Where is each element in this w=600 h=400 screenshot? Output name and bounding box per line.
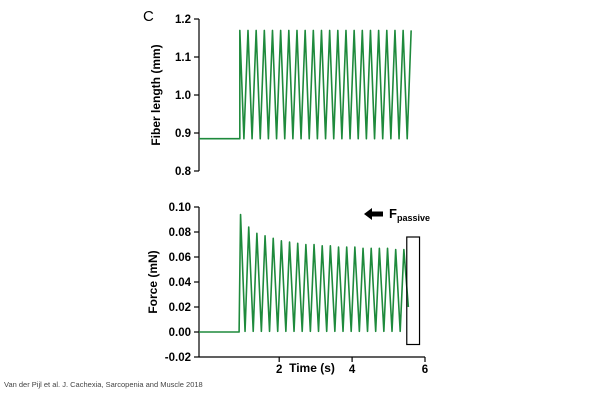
force-chart: -0.02 0.00 0.02 0.04 0.06 0.08 0.10 2 4 6 Force (…: [146, 202, 430, 376]
force-x-tick-label: 4: [349, 364, 356, 376]
citation: Van der Pijl et al. J. Cachexia, Sarcope…: [4, 380, 203, 389]
force-y-tick-label: 0.08: [169, 227, 192, 239]
force-trace: [199, 213, 410, 333]
passive-force-highlight-box: [406, 236, 421, 346]
fiber-length-axes: 0.8 0.9 1.0 1.1 1.2: [175, 14, 412, 178]
fiber-length-y-tick-label: 1.0: [175, 90, 191, 102]
f-passive-subscript: passive: [397, 213, 430, 223]
force-y-tick-label: 0.00: [169, 327, 191, 339]
fiber-length-y-axis-label: Fiber length (mm): [149, 44, 163, 145]
force-y-tick-label: 0.10: [169, 202, 191, 214]
f-passive-annotation: Fpassive: [364, 206, 430, 346]
f-passive-label: Fpassive: [389, 206, 430, 223]
force-x-axis-label: Time (s): [289, 361, 335, 375]
fiber-length-y-tick-label: 0.8: [175, 166, 192, 178]
force-y-tick-label: 0.06: [169, 252, 191, 264]
force-y-tick-label: 0.02: [169, 302, 191, 314]
force-x-tick-label: 2: [276, 364, 282, 376]
force-axes: -0.02 0.00 0.02 0.04 0.06 0.08 0.10 2 4 6: [165, 202, 428, 376]
force-y-tick-label: -0.02: [165, 352, 191, 364]
fiber-length-trace: [199, 29, 412, 140]
panel-label: C: [143, 8, 154, 25]
force-y-tick-label: 0.04: [169, 277, 192, 289]
left-arrow-icon: [364, 208, 383, 220]
force-y-axis-label: Force (mN): [146, 250, 160, 313]
fiber-length-y-tick-label: 0.9: [175, 128, 191, 140]
fiber-length-y-tick-label: 1.1: [175, 52, 192, 64]
f-passive-main: F: [389, 206, 397, 221]
fiber-length-chart: 0.8 0.9 1.0 1.1 1.2 Fiber length (mm): [149, 14, 412, 178]
fiber-length-y-tick-label: 1.2: [175, 14, 191, 26]
force-x-tick-label: 6: [422, 364, 428, 376]
